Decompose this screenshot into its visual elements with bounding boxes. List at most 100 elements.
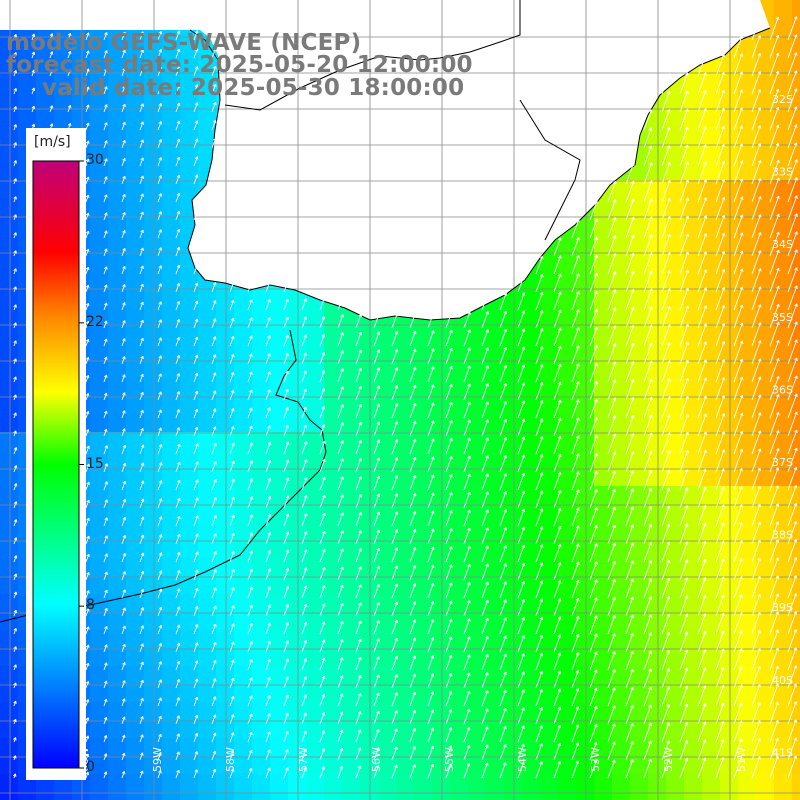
wind-arrow: [535, 743, 543, 761]
wind-arrow: [463, 762, 471, 779]
wind-arrow: [121, 607, 126, 617]
wind-arrow: [211, 83, 217, 95]
wind-arrow: [139, 661, 144, 671]
wind-arrow: [301, 406, 307, 419]
wind-arrow: [733, 756, 743, 779]
wind-arrow: [373, 656, 380, 671]
wind-arrow: [427, 420, 435, 437]
wind-arrow: [463, 437, 471, 455]
wind-arrow: [499, 635, 507, 653]
colorbar-label-8: 8: [86, 597, 95, 614]
wind-arrow: [337, 584, 344, 599]
wind-arrow: [715, 89, 725, 113]
wind-arrow: [517, 743, 525, 761]
wind-arrow: [751, 250, 762, 275]
wind-arrow: [283, 477, 290, 491]
wind-arrow: [121, 661, 126, 671]
wind-arrow: [589, 308, 598, 329]
wind-arrow: [391, 511, 399, 527]
wind-arrow: [409, 601, 417, 617]
wind-arrow: [175, 174, 181, 185]
wind-arrow: [103, 644, 108, 653]
wind-arrow: [85, 140, 90, 149]
wind-arrow: [697, 685, 707, 707]
wind-arrow: [679, 305, 689, 329]
wind-arrow: [769, 665, 779, 689]
wind-arrow: [157, 193, 162, 203]
wind-arrow: [589, 326, 598, 347]
wind-arrow: [373, 746, 380, 761]
wind-arrow: [553, 706, 562, 725]
wind-arrow: [643, 524, 653, 545]
wind-arrow: [13, 501, 18, 509]
wind-arrow: [751, 666, 761, 689]
wind-arrow: [265, 335, 271, 347]
wind-arrow: [643, 414, 653, 437]
wind-arrow: [535, 580, 544, 599]
wind-arrow: [301, 766, 307, 779]
wind-arrow: [175, 156, 181, 167]
wind-arrow: [139, 301, 144, 311]
wind-arrow: [715, 558, 725, 581]
wind-arrow: [229, 714, 235, 725]
wind-arrow: [229, 623, 235, 635]
wind-arrow: [535, 707, 543, 725]
wind-arrow: [643, 704, 652, 725]
wind-arrow: [481, 599, 489, 617]
wind-arrow: [769, 303, 780, 329]
wind-arrow: [319, 548, 326, 563]
lon-label-55W: 55W: [443, 747, 456, 772]
wind-arrow: [589, 705, 598, 725]
wind-arrow: [481, 744, 489, 761]
wind-arrow: [337, 620, 344, 635]
wind-arrow: [13, 69, 17, 77]
wind-arrow: [193, 66, 199, 77]
wind-arrow: [733, 522, 743, 545]
wind-arrow: [157, 427, 162, 437]
wind-arrow: [607, 217, 617, 239]
wind-arrow: [373, 692, 380, 707]
wind-arrow: [445, 709, 453, 725]
wind-arrow: [427, 330, 435, 347]
wind-arrow: [427, 492, 435, 509]
wind-arrow: [175, 769, 180, 779]
wind-arrow: [211, 569, 217, 581]
wind-arrow: [787, 142, 798, 167]
wind-arrow: [733, 250, 744, 275]
wind-arrow: [337, 476, 344, 491]
wind-arrow: [301, 603, 308, 617]
wind-arrow: [499, 671, 507, 689]
wind-arrow: [409, 655, 417, 671]
wind-arrow: [715, 268, 726, 293]
wind-arrow: [715, 431, 726, 455]
wind-arrow: [607, 741, 616, 761]
wind-arrow: [607, 596, 616, 617]
wind-arrow: [787, 484, 798, 509]
wind-arrow: [355, 403, 362, 419]
wind-arrow: [193, 48, 199, 59]
wind-arrow: [607, 723, 616, 743]
wind-arrow: [679, 323, 689, 347]
wind-arrow: [643, 450, 653, 473]
wind-arrow: [355, 367, 362, 383]
wind-arrow: [301, 298, 308, 311]
wind-arrow: [301, 730, 307, 743]
wind-arrow: [229, 353, 235, 365]
wind-arrow: [193, 30, 199, 41]
wind-arrow: [769, 647, 779, 671]
wind-arrow: [445, 600, 453, 617]
wind-arrow: [85, 212, 90, 221]
wind-arrow: [175, 300, 181, 311]
wind-arrow: [157, 355, 162, 365]
wind-arrow: [409, 510, 417, 527]
wind-arrow: [499, 490, 507, 509]
wind-arrow: [463, 690, 471, 707]
wind-arrow: [661, 487, 671, 509]
wind-arrow: [463, 509, 471, 527]
wind-arrow: [139, 462, 145, 473]
wind-arrow: [481, 455, 489, 473]
wind-arrow: [697, 72, 707, 95]
wind-arrow: [571, 742, 580, 761]
wind-arrow: [589, 236, 598, 257]
wind-arrow: [571, 597, 580, 617]
